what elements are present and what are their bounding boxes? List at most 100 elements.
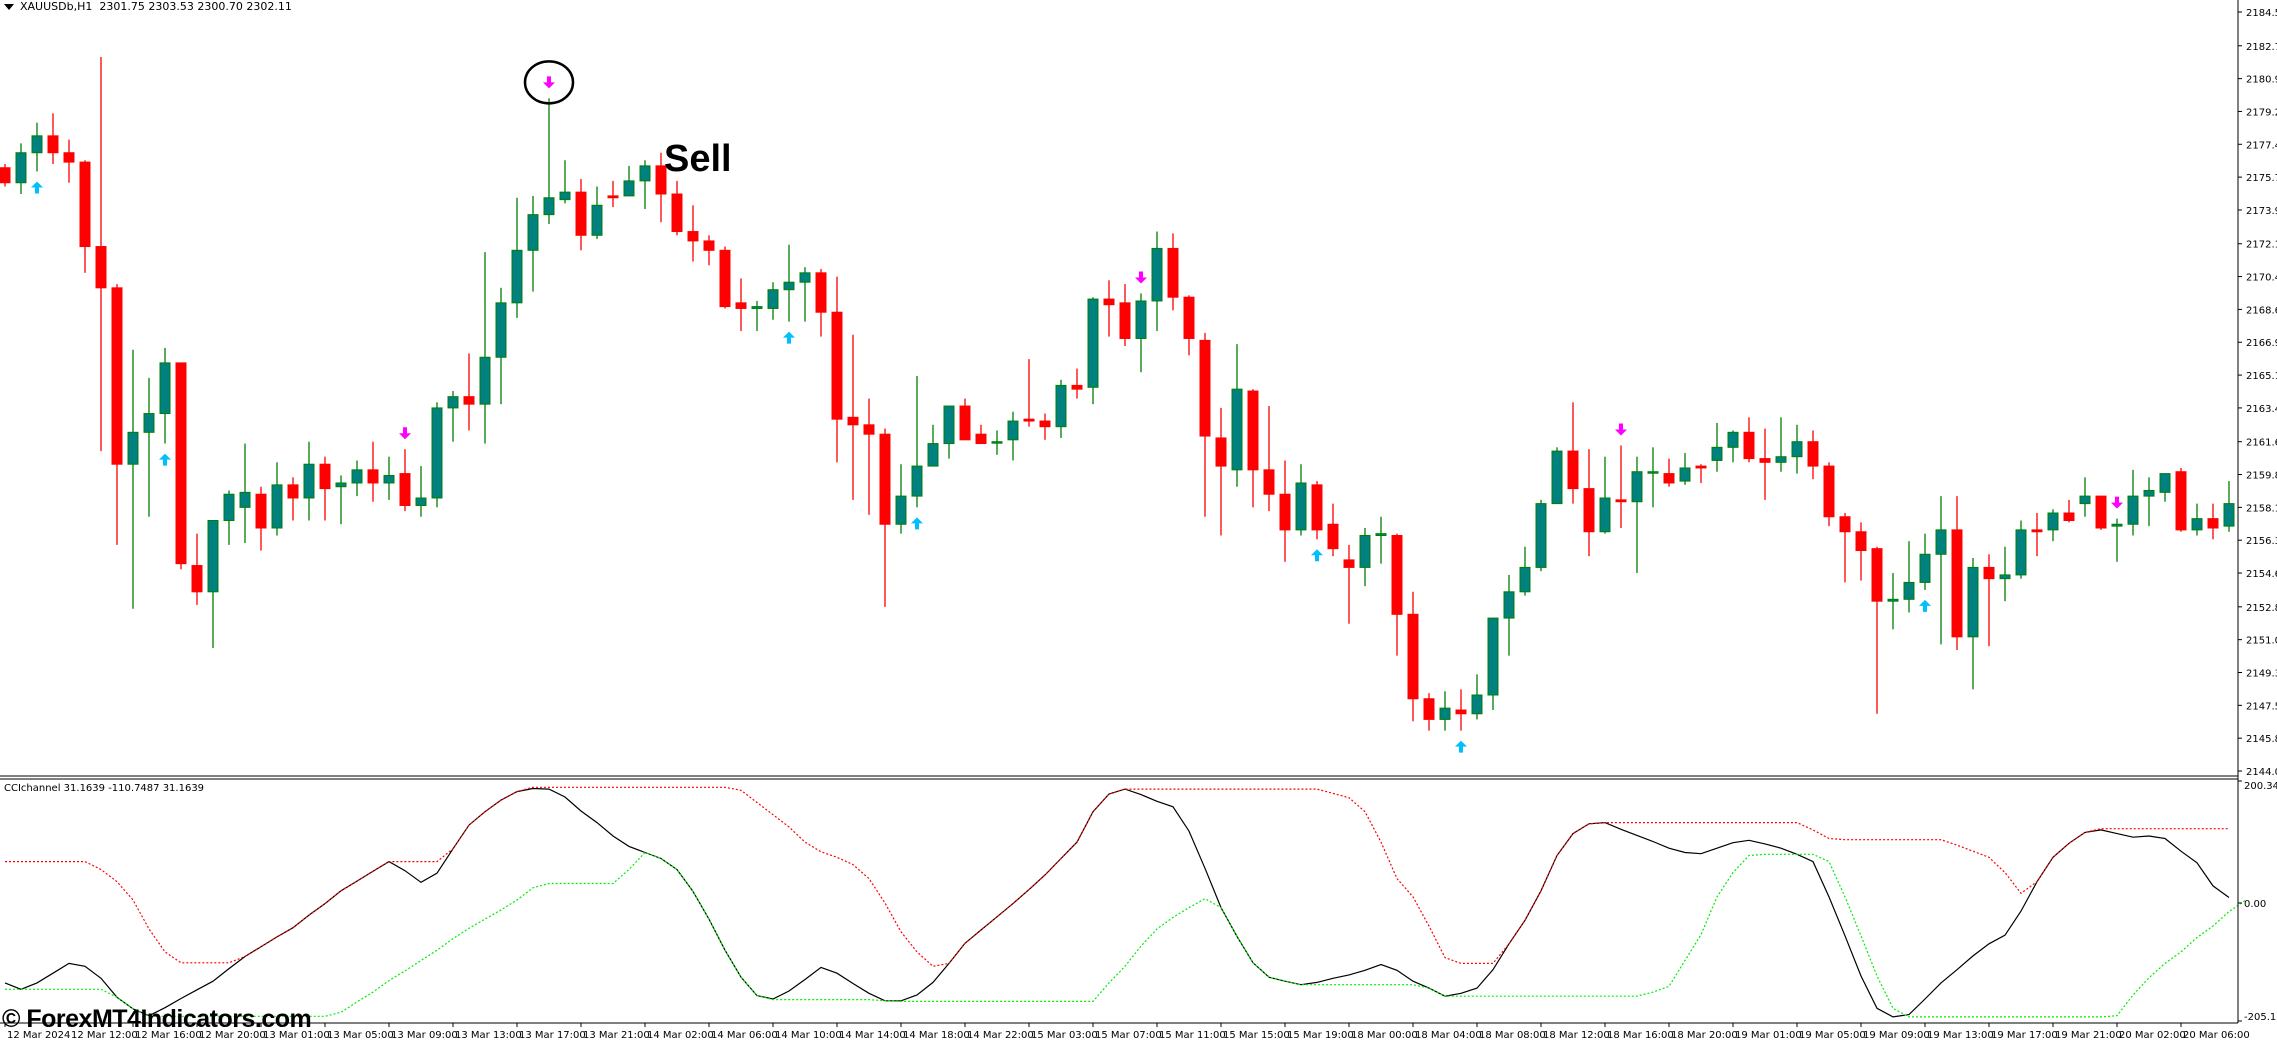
candle-body — [1727, 431, 1739, 448]
bull-candle — [511, 197, 523, 318]
bear-candle — [2175, 467, 2187, 532]
candle-body — [1087, 298, 1099, 388]
bull-candle — [2127, 469, 2139, 536]
bear-candle — [2031, 512, 2043, 557]
candle-body — [1887, 598, 1899, 602]
candle-body — [383, 474, 395, 484]
bull-candle — [2111, 518, 2123, 562]
candle-body — [1903, 581, 1915, 600]
bear-candle — [319, 456, 331, 521]
bull-candle — [351, 460, 363, 497]
candle-body — [1759, 458, 1771, 463]
bear-candle — [1343, 544, 1355, 624]
sell-arrow-icon — [2111, 496, 2123, 509]
bear-candle — [1855, 522, 1867, 581]
bear-candle — [1407, 591, 1419, 722]
bull-candle — [1887, 573, 1899, 630]
candle-body — [1039, 420, 1051, 428]
candle-body — [1151, 247, 1163, 302]
bull-candle — [1967, 558, 1979, 690]
candle-body — [1535, 503, 1547, 568]
chart-header: XAUUSDb,H1 2301.75 2303.53 2300.70 2302.… — [4, 0, 292, 13]
time-axis-label: 20 Mar 02:00 — [2119, 1030, 2186, 1041]
price-axis-label: 2159.85 — [2246, 471, 2277, 482]
bear-candle — [0, 163, 11, 187]
bull-candle — [1375, 516, 1387, 564]
candle-body — [863, 424, 875, 435]
bear-candle — [399, 449, 411, 512]
bear-candle — [1983, 554, 1995, 647]
price-axis-label: 2165.15 — [2246, 371, 2277, 382]
bear-candle — [191, 533, 203, 605]
price-axis-label: 2184.50 — [2246, 8, 2277, 19]
bull-candle — [15, 143, 27, 195]
candle-body — [1999, 574, 2011, 580]
bear-candle — [1263, 406, 1275, 512]
price-axis-label: 2156.35 — [2246, 536, 2277, 547]
candle-body — [175, 362, 187, 565]
candle-body — [1023, 418, 1035, 422]
bull-candle — [2159, 473, 2171, 502]
candle-body — [1199, 339, 1211, 437]
time-axis-label: 12 Mar 12:00 — [71, 1030, 138, 1041]
time-axis-label: 12 Mar 16:00 — [135, 1030, 202, 1041]
candle-body — [1423, 698, 1435, 720]
bear-candle — [735, 278, 747, 331]
candle-body — [463, 396, 475, 405]
bull-candle — [1679, 452, 1691, 485]
candle-body — [1471, 694, 1483, 715]
candle-body — [847, 416, 859, 426]
candle-body — [1439, 707, 1451, 720]
candle-body — [31, 135, 43, 154]
bear-candle — [1455, 689, 1467, 731]
bull-candle — [1775, 417, 1787, 472]
time-axis-label: 15 Mar 15:00 — [1223, 1030, 1290, 1041]
candle-body — [2047, 512, 2059, 531]
candle-body — [1295, 482, 1307, 531]
time-axis-label: 18 Mar 20:00 — [1671, 1030, 1738, 1041]
candle-body — [991, 441, 1003, 444]
bear-candle — [687, 205, 699, 262]
highlight-circle — [523, 60, 575, 105]
indicator-axis-label: -205.165 — [2244, 1012, 2277, 1023]
bear-candle — [831, 276, 843, 463]
candle-body — [2031, 529, 2043, 533]
candle-body — [1071, 384, 1083, 390]
candle-body — [1343, 559, 1355, 568]
collapse-triangle-icon[interactable] — [4, 4, 14, 10]
bear-candle — [847, 334, 859, 500]
time-axis-label: 18 Mar 16:00 — [1607, 1030, 1674, 1041]
bull-candle — [623, 165, 635, 197]
candle-body — [2015, 529, 2027, 576]
indicator-label: CCIchannel 31.1639 -110.7487 31.1639 — [4, 783, 205, 794]
candle-body — [1807, 441, 1819, 467]
bull-candle — [2079, 477, 2091, 517]
bull-candle — [1503, 574, 1515, 656]
candle-body — [1135, 300, 1147, 339]
bull-candle — [895, 464, 907, 534]
candle-body — [1935, 529, 1947, 555]
bull-candle — [591, 186, 603, 240]
candle-body — [495, 302, 507, 358]
bull-candle — [431, 402, 443, 508]
candle-body — [1055, 384, 1067, 428]
bear-candle — [1215, 407, 1227, 536]
candle-body — [1263, 469, 1275, 495]
time-axis-label: 14 Mar 02:00 — [647, 1030, 714, 1041]
candle-body — [207, 520, 219, 593]
candle-body — [895, 495, 907, 525]
bear-candle — [975, 424, 987, 445]
candle-body — [1231, 388, 1243, 471]
candle-body — [111, 287, 123, 465]
candle-body — [1007, 420, 1019, 441]
time-axis-label: 18 Mar 00:00 — [1351, 1030, 1418, 1041]
cci-indicator-pane[interactable] — [4, 786, 2246, 1018]
bear-candle — [607, 180, 619, 208]
price-pane[interactable] — [0, 57, 2235, 731]
bear-candle — [1183, 295, 1195, 356]
bear-candle — [1423, 693, 1435, 731]
candle-body — [1775, 456, 1787, 463]
bear-candle — [2063, 499, 2075, 523]
bull-candle — [1791, 424, 1803, 474]
